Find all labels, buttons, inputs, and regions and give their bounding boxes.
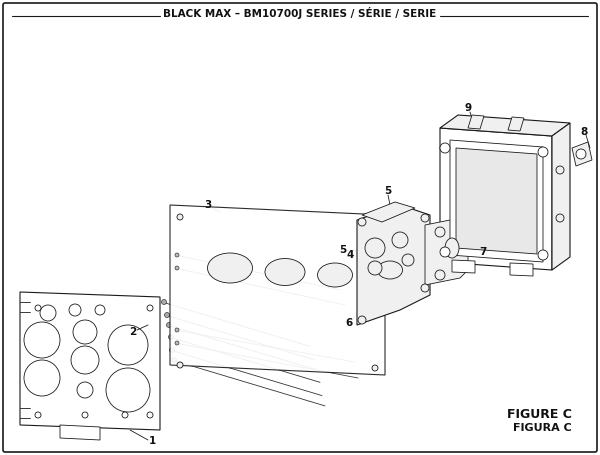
Text: 9: 9 [464, 103, 472, 113]
Polygon shape [170, 205, 385, 375]
Polygon shape [440, 128, 552, 270]
Circle shape [164, 313, 170, 318]
Polygon shape [456, 148, 537, 254]
Text: 5: 5 [385, 186, 392, 196]
Text: 3: 3 [205, 200, 212, 210]
Circle shape [435, 270, 445, 280]
Polygon shape [60, 425, 100, 440]
Text: FIGURE C: FIGURE C [507, 409, 572, 421]
Circle shape [365, 238, 385, 258]
Circle shape [358, 218, 366, 226]
Circle shape [69, 304, 81, 316]
Circle shape [177, 362, 183, 368]
Circle shape [392, 232, 408, 248]
Polygon shape [357, 205, 430, 325]
Polygon shape [508, 117, 524, 131]
Circle shape [538, 147, 548, 157]
Circle shape [82, 412, 88, 418]
Text: 6: 6 [346, 318, 353, 328]
Circle shape [108, 325, 148, 365]
Polygon shape [452, 260, 475, 273]
Ellipse shape [377, 261, 403, 279]
Circle shape [147, 305, 153, 311]
Text: BLACK MAX – BM10700J SERIES / SÉRIE / SERIE: BLACK MAX – BM10700J SERIES / SÉRIE / SE… [163, 7, 437, 19]
Circle shape [71, 346, 99, 374]
Circle shape [576, 149, 586, 159]
Circle shape [368, 261, 382, 275]
Ellipse shape [366, 271, 384, 283]
Circle shape [24, 322, 60, 358]
Polygon shape [468, 115, 484, 129]
Polygon shape [510, 263, 533, 276]
Circle shape [421, 214, 429, 222]
Circle shape [556, 166, 564, 174]
Text: 8: 8 [580, 127, 587, 137]
Circle shape [161, 299, 167, 304]
Ellipse shape [208, 253, 253, 283]
Circle shape [358, 316, 366, 324]
Circle shape [175, 266, 179, 270]
Circle shape [35, 412, 41, 418]
Text: 1: 1 [148, 436, 155, 446]
Circle shape [169, 334, 173, 339]
Circle shape [167, 323, 172, 328]
Circle shape [177, 214, 183, 220]
Circle shape [435, 227, 445, 237]
Circle shape [556, 214, 564, 222]
Circle shape [147, 412, 153, 418]
Circle shape [106, 368, 150, 412]
Ellipse shape [265, 258, 305, 285]
Circle shape [172, 358, 176, 363]
FancyBboxPatch shape [3, 3, 597, 452]
Circle shape [440, 247, 450, 257]
Circle shape [95, 305, 105, 315]
Polygon shape [572, 142, 592, 166]
Circle shape [175, 341, 179, 345]
Circle shape [77, 382, 93, 398]
Circle shape [170, 348, 175, 353]
Circle shape [175, 328, 179, 332]
Text: 2: 2 [130, 327, 137, 337]
Circle shape [372, 217, 378, 223]
Text: 7: 7 [479, 247, 487, 257]
Circle shape [372, 365, 378, 371]
Circle shape [402, 254, 414, 266]
Text: 4: 4 [346, 250, 353, 260]
Polygon shape [440, 115, 570, 136]
Polygon shape [450, 140, 543, 262]
Polygon shape [552, 123, 570, 270]
Polygon shape [425, 218, 468, 285]
Circle shape [538, 250, 548, 260]
Circle shape [122, 412, 128, 418]
Polygon shape [20, 292, 160, 430]
Ellipse shape [445, 238, 459, 258]
Text: FIGURA C: FIGURA C [513, 423, 572, 433]
Polygon shape [362, 202, 415, 222]
Circle shape [73, 320, 97, 344]
Circle shape [175, 253, 179, 257]
Circle shape [40, 305, 56, 321]
Circle shape [35, 305, 41, 311]
Circle shape [440, 143, 450, 153]
Text: 5: 5 [340, 245, 347, 255]
Circle shape [421, 284, 429, 292]
Circle shape [24, 360, 60, 396]
Ellipse shape [317, 263, 353, 287]
